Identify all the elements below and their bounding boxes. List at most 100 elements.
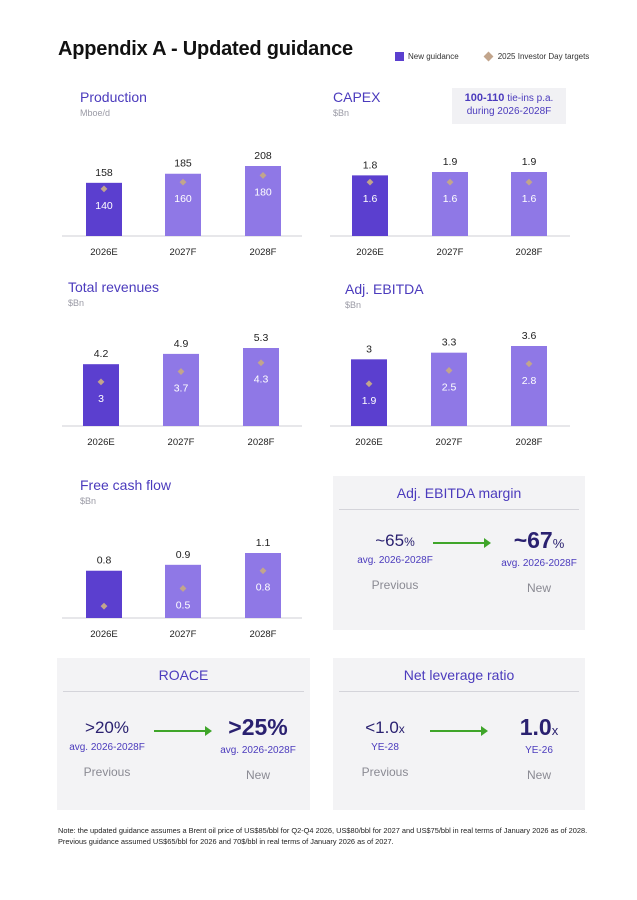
roace-previous-label: Previous (83, 765, 131, 779)
net-leverage-title: Net leverage ratio (403, 667, 515, 683)
capex-callout: 100-110 tie-ins p.a. during 2026-2028F (452, 88, 566, 124)
target-value-label: 2.5 (442, 381, 457, 393)
bar-value-label: 1.9 (443, 156, 458, 168)
bar-2027F (431, 352, 467, 426)
x-tick-label: 2027F (170, 629, 197, 640)
x-tick-label: 2028F (250, 247, 277, 258)
fcf-title: Free cash flow (80, 477, 172, 493)
target-value-label: 1.6 (443, 193, 458, 205)
net-leverage-new-suffix: x (551, 723, 559, 738)
net-leverage-panel: Net leverage ratio <1.0x YE-28 Previous … (333, 658, 585, 810)
net-leverage-previous-label: Previous (361, 765, 409, 779)
target-value-label: 0.2 (97, 617, 112, 629)
target-value-label: 0.8 (256, 582, 271, 594)
bar-2026E (86, 570, 122, 618)
target-value-label: 1.9 (362, 395, 377, 407)
legend-target-label: 2025 Investor Day targets (497, 52, 590, 61)
bar-2028F (511, 346, 547, 426)
capex-unit: $Bn (333, 108, 350, 118)
bar-value-label: 4.2 (94, 348, 109, 360)
capex-chart: 1.8 1.6 2026E 1.9 1.6 2027F 1.9 1.6 2028F (330, 156, 570, 258)
capex-callout-value: 100-110 (464, 92, 505, 104)
capex-title: CAPEX (333, 89, 381, 105)
net-leverage-divider (339, 691, 579, 692)
capex-callout-text1: tie-ins p.a. (504, 93, 554, 104)
target-value-label: 1.6 (363, 193, 378, 205)
ebitda-margin-previous-value: ~65 (375, 531, 405, 550)
net-leverage-previous-sub: YE-28 (371, 742, 399, 753)
target-value-label: 160 (174, 193, 192, 205)
revenues-chart: 4.2 3 2026E 4.9 3.7 2027F 5.3 4.3 2028F (62, 332, 302, 448)
ebitda-title: Adj. EBITDA (345, 281, 424, 297)
roace-previous-suffix: % (113, 718, 129, 737)
roace-divider (63, 691, 304, 692)
footnote: Note: the updated guidance assumes a Bre… (58, 826, 588, 846)
x-tick-label: 2028F (250, 629, 277, 640)
target-value-label: 180 (254, 186, 272, 198)
fcf-unit: $Bn (80, 496, 97, 506)
x-tick-label: 2026E (355, 437, 382, 448)
bar-value-label: 0.8 (97, 555, 112, 567)
bar-2026E (351, 359, 387, 426)
legend-new-swatch (395, 52, 404, 61)
net-leverage-previous-value: <1.0 (365, 718, 399, 737)
target-value-label: 140 (95, 200, 113, 212)
net-leverage-new: 1.0x YE-26 New (484, 714, 594, 782)
net-leverage-previous: <1.0x YE-28 Previous (330, 718, 440, 779)
bar-value-label: 5.3 (254, 332, 269, 344)
target-value-label: 3.7 (174, 383, 189, 395)
target-marker (259, 567, 267, 575)
roace-title: ROACE (158, 667, 209, 683)
ebitda-margin-previous-sub: avg. 2026-2028F (357, 555, 433, 566)
ebitda-margin-new-suffix: % (552, 536, 565, 551)
roace-previous-value: >20 (85, 718, 114, 737)
x-tick-label: 2028F (248, 437, 275, 448)
net-leverage-new-sub: YE-26 (525, 745, 553, 756)
roace-previous-sub: avg. 2026-2028F (69, 742, 145, 753)
ebitda-margin-arrow (433, 538, 491, 548)
roace-panel: ROACE >20% avg. 2026-2028F Previous >25%… (57, 658, 310, 810)
roace-new: >25% avg. 2026-2028F New (203, 714, 313, 782)
bar-value-label: 208 (254, 150, 272, 162)
bar-value-label: 1.9 (522, 156, 537, 168)
x-tick-label: 2027F (168, 437, 195, 448)
bar-value-label: 1.8 (363, 159, 378, 171)
target-value-label: 2.8 (522, 375, 537, 387)
roace-previous: >20% avg. 2026-2028F Previous (52, 718, 162, 779)
target-marker (100, 602, 108, 610)
target-value-label: 4.3 (254, 374, 269, 386)
ebitda-margin-panel: Adj. EBITDA margin ~65% avg. 2026-2028F … (333, 476, 585, 630)
net-leverage-new-label: New (526, 768, 551, 782)
production-unit: Mboe/d (80, 108, 111, 118)
roace-new-suffix: % (267, 714, 288, 740)
x-tick-label: 2027F (436, 437, 463, 448)
ebitda-margin-previous-label: Previous (371, 578, 419, 592)
ebitda-margin-new-value: ~67 (513, 527, 553, 553)
x-tick-label: 2026E (90, 247, 117, 258)
ebitda-margin-title: Adj. EBITDA margin (396, 485, 522, 501)
net-leverage-arrow (430, 726, 488, 736)
target-value-label: 3 (98, 393, 104, 405)
x-tick-label: 2026E (356, 247, 383, 258)
bar-value-label: 0.9 (176, 549, 191, 561)
bar-value-label: 3.3 (442, 337, 457, 349)
bar-value-label: 4.9 (174, 338, 189, 350)
production-title: Production (80, 89, 147, 105)
capex-callout-text2: during 2026-2028F (466, 106, 552, 117)
target-marker (179, 585, 187, 592)
bar-2027F (163, 353, 199, 426)
ebitda-margin-previous-suffix: % (404, 535, 415, 549)
production-chart: 158 140 2026E 185 160 2027F 208 180 2028F (62, 150, 302, 258)
x-tick-label: 2027F (170, 247, 197, 258)
x-tick-label: 2028F (516, 247, 543, 258)
roace-arrow (154, 726, 212, 736)
net-leverage-previous-suffix: x (398, 722, 405, 736)
legend-target-marker (483, 51, 494, 62)
net-leverage-new-value: 1.0 (519, 714, 552, 740)
bar-value-label: 3.6 (522, 330, 537, 342)
x-tick-label: 2028F (516, 437, 543, 448)
ebitda-margin-divider (339, 509, 579, 510)
roace-new-value: >25 (228, 714, 268, 740)
x-tick-label: 2026E (87, 437, 114, 448)
